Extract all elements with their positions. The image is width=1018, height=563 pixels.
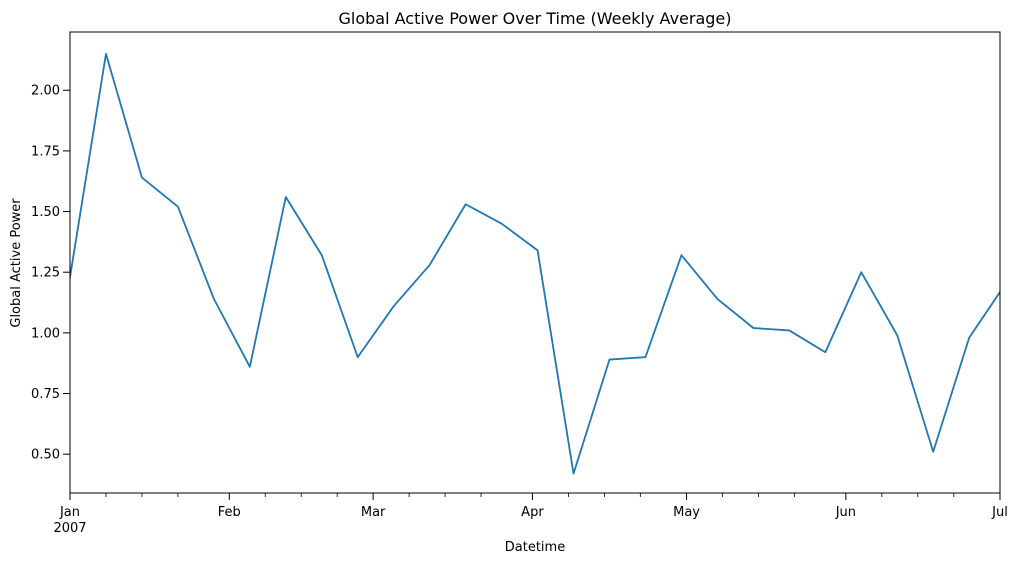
y-axis: 0.50 0.75 1.00 1.25 1.50 1.75 2.00 — [31, 84, 70, 463]
y-tick-label: 0.75 — [31, 387, 60, 402]
x-tick-label: Mar — [361, 505, 386, 520]
y-tick-label: 1.50 — [31, 205, 60, 220]
x-tick-sublabel: 2007 — [53, 521, 86, 536]
series-line-0 — [70, 52, 1000, 475]
y-tick-label: 2.00 — [31, 84, 60, 99]
x-tick-label: Jul — [991, 505, 1008, 520]
x-tick-label: Apr — [521, 505, 544, 520]
x-tick-label: Feb — [218, 505, 241, 520]
plot-area — [69, 31, 1001, 494]
x-tick-label: Jun — [835, 505, 856, 520]
plot-frame — [69, 31, 1001, 494]
x-tick-label: Jan — [59, 505, 80, 520]
y-tick-label: 1.25 — [31, 266, 60, 281]
y-tick-label: 0.50 — [31, 448, 60, 463]
chart-title: Global Active Power Over Time (Weekly Av… — [339, 9, 732, 28]
x-tick-label: May — [673, 505, 700, 520]
series-layer — [70, 52, 1000, 475]
y-tick-label: 1.00 — [31, 326, 60, 341]
x-axis-label: Datetime — [505, 540, 565, 555]
y-tick-label: 1.75 — [31, 144, 60, 159]
y-axis-label: Global Active Power — [9, 198, 24, 328]
